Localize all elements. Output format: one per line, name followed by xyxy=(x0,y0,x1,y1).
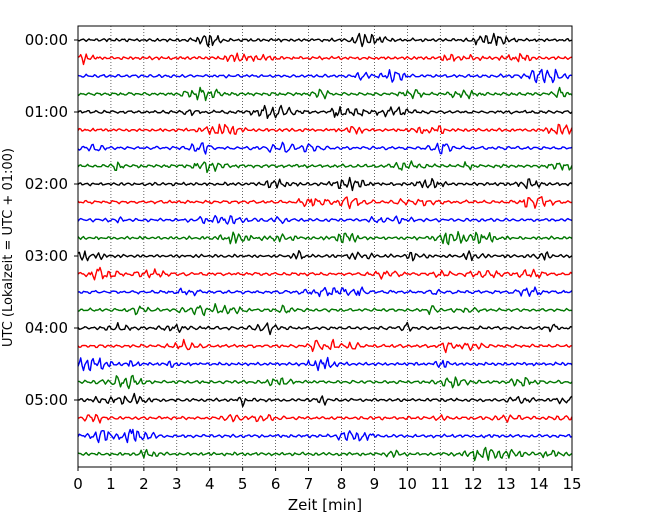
seismogram-traces xyxy=(77,32,573,462)
y-axis-label: UTC (Lokalzeit = UTC + 01:00) xyxy=(1,148,16,347)
x-tick-label: 4 xyxy=(205,475,215,493)
x-tick-label: 15 xyxy=(562,475,581,493)
seismogram-trace xyxy=(77,104,573,120)
seismogram-trace xyxy=(77,141,573,155)
x-tick-label: 12 xyxy=(464,475,483,493)
x-tick-label: 6 xyxy=(271,475,281,493)
seismogram-trace xyxy=(77,356,573,372)
seismogram-trace xyxy=(77,374,573,390)
x-tick-label: 0 xyxy=(73,475,83,493)
y-tick-label: 01:00 xyxy=(25,103,68,121)
x-tick-label: 11 xyxy=(431,475,450,493)
seismogram-trace xyxy=(77,68,573,84)
seismogram-trace xyxy=(77,338,573,354)
seismogram-trace xyxy=(77,52,573,66)
x-tick-label: 3 xyxy=(172,475,182,493)
seismogram-trace xyxy=(77,230,573,246)
seismogram-trace xyxy=(77,86,573,102)
y-tick-label: 02:00 xyxy=(25,175,68,193)
x-tick-label: 14 xyxy=(530,475,549,493)
seismogram-trace xyxy=(77,176,573,192)
seismogram-trace xyxy=(77,446,573,462)
seismogram-trace xyxy=(77,123,573,136)
x-tick-label: 10 xyxy=(398,475,417,493)
seismogram-trace xyxy=(77,160,573,174)
y-tick-label: 00:00 xyxy=(25,31,68,49)
x-tick-label: 9 xyxy=(370,475,380,493)
seismogram-trace xyxy=(77,413,573,424)
seismogram-trace xyxy=(77,428,573,444)
y-tick-label: 05:00 xyxy=(25,391,68,409)
y-tick-label: 03:00 xyxy=(25,247,68,265)
x-tick-label: 13 xyxy=(497,475,516,493)
seismogram-trace xyxy=(77,214,573,225)
x-tick-label: 2 xyxy=(139,475,149,493)
seismogram-trace xyxy=(77,321,573,336)
x-tick-label: 7 xyxy=(304,475,314,493)
x-tick-label: 5 xyxy=(238,475,248,493)
y-axis-ticks: 00:00 01:00 02:00 03:00 04:00 05:00 xyxy=(25,31,78,409)
plot-frame xyxy=(77,25,573,468)
x-tick-label: 8 xyxy=(337,475,347,493)
seismogram-trace xyxy=(77,266,573,281)
seismogram-trace xyxy=(77,249,573,262)
seismogram-trace xyxy=(77,303,573,317)
x-axis-ticks: 0 1 2 3 4 5 6 7 8 9 10 11 12 13 14 15 xyxy=(73,467,582,493)
seismogram-trace xyxy=(77,392,573,408)
x-axis-label: Zeit [min] xyxy=(288,496,362,514)
y-tick-label: 04:00 xyxy=(25,319,68,337)
seismogram-trace xyxy=(77,196,573,210)
x-tick-label: 1 xyxy=(106,475,116,493)
seismogram-trace xyxy=(77,32,573,48)
seismogram-trace xyxy=(77,286,573,298)
